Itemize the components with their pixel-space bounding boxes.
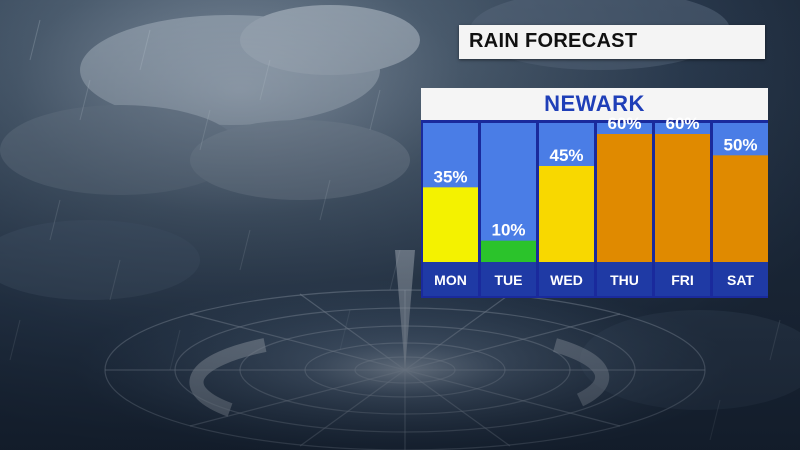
rain-percent-label-sat: 50%	[723, 135, 757, 154]
rain-chance-chart: 35% MON 10% TUE 45% WED 60% THU 60% FRI 50% SAT	[423, 114, 768, 296]
location-header: NEWARK	[421, 88, 768, 120]
graphic-title: RAIN FORECAST	[469, 30, 638, 52]
day-label-tue: TUE	[495, 272, 523, 288]
day-label-sat: SAT	[727, 272, 754, 288]
day-label-mon: MON	[434, 272, 467, 288]
day-label-wed: WED	[550, 272, 583, 288]
rain-percent-label-fri: 60%	[665, 114, 699, 133]
rain-percent-label-thu: 60%	[607, 114, 641, 133]
rain-bar-tue	[481, 240, 536, 262]
rain-bar-fri	[655, 134, 710, 262]
location-name: NEWARK	[544, 91, 645, 116]
day-column-tue	[481, 123, 536, 262]
title-banner: RAIN FORECAST	[459, 25, 765, 59]
rain-bar-wed	[539, 166, 594, 262]
day-cell-tue	[481, 262, 536, 296]
rain-bar-mon	[423, 187, 478, 262]
rain-percent-label-mon: 35%	[433, 167, 467, 186]
rain-percent-label-wed: 45%	[549, 146, 583, 165]
day-label-thu: THU	[610, 272, 639, 288]
day-cell-wed	[539, 262, 594, 296]
day-cell-fri	[655, 262, 710, 296]
day-cell-sat	[713, 262, 768, 296]
rain-percent-label-tue: 10%	[491, 221, 525, 240]
rain-bar-thu	[597, 134, 652, 262]
rain-bar-sat	[713, 155, 768, 262]
day-cell-mon	[423, 262, 478, 296]
day-label-fri: FRI	[671, 272, 694, 288]
forecast-panel: NEWARK 35% MON 10% TUE 45% WED 60% THU 60% FRI 50%…	[421, 88, 768, 298]
day-cell-thu	[597, 262, 652, 296]
